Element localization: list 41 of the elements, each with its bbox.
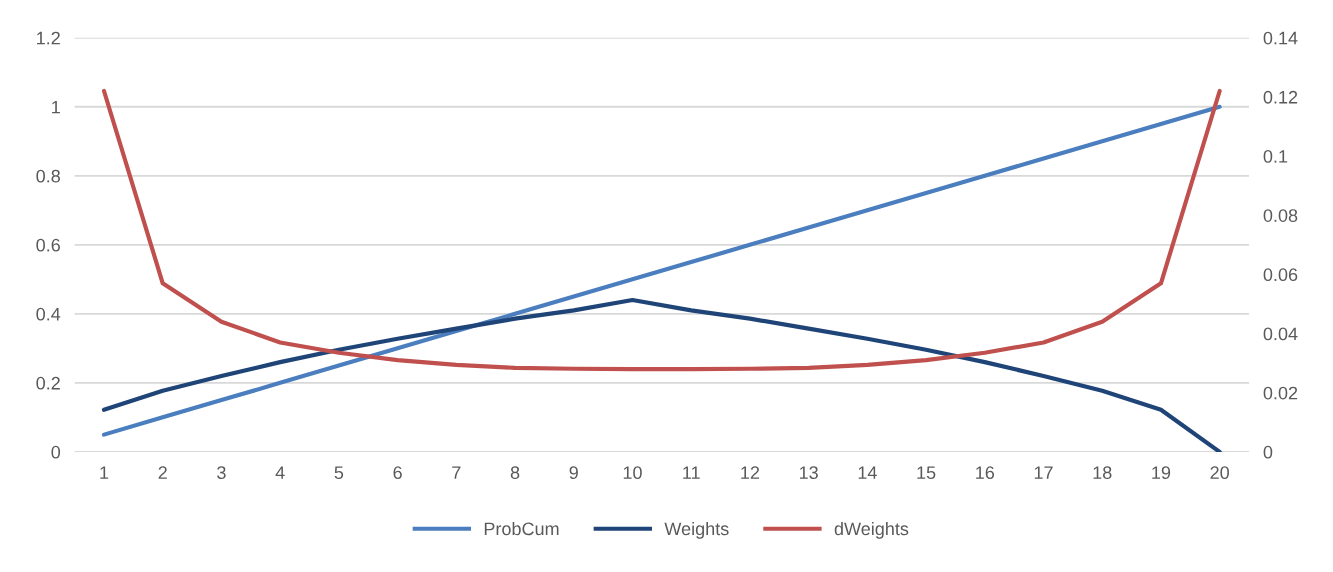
y-tick-label: 0.8 xyxy=(36,169,60,183)
x-tick-label: 18 xyxy=(1093,466,1112,480)
y-tick-label: 1.2 xyxy=(37,31,60,45)
x-tick-label: 9 xyxy=(569,466,578,480)
y-tick-label: 0.2 xyxy=(36,376,60,390)
x-tick-label: 19 xyxy=(1152,466,1171,480)
x-tick-label: 4 xyxy=(275,466,285,479)
x-tick-label: 6 xyxy=(393,466,402,480)
x-tick-label: 7 xyxy=(452,466,461,479)
y2-tick-label: 0 xyxy=(1263,445,1273,459)
y2-tick-label: 0.12 xyxy=(1263,90,1298,104)
y-tick-label: 0 xyxy=(51,445,61,459)
x-tick-label: 12 xyxy=(741,466,760,479)
x-tick-label: 8 xyxy=(510,466,520,480)
y2-tick-label: 0.02 xyxy=(1263,386,1298,400)
legend-label: ProbCum xyxy=(484,521,559,536)
x-tick-label: 15 xyxy=(917,466,936,480)
x-tick-label: 5 xyxy=(334,466,344,480)
line-series xyxy=(101,297,1222,452)
x-tick-label: 20 xyxy=(1210,466,1229,480)
x-tick-label: 2 xyxy=(158,466,167,479)
y-tick-label: 1 xyxy=(52,100,60,114)
line-series xyxy=(101,104,1222,437)
x-tick-label: 17 xyxy=(1034,466,1053,479)
y2-tick-label: 0.06 xyxy=(1263,268,1298,282)
x-tick-label: 11 xyxy=(683,466,700,479)
y-tick-label: 0.4 xyxy=(36,307,61,321)
y-tick-label: 0.6 xyxy=(36,238,60,252)
legend-label: Weights xyxy=(664,521,729,539)
y2-tick-label: 0.14 xyxy=(1263,31,1298,45)
x-tick-label: 16 xyxy=(976,466,995,480)
x-tick-label: 14 xyxy=(858,466,877,479)
x-tick-label: 1 xyxy=(100,466,109,479)
x-tick-label: 10 xyxy=(623,466,642,480)
legend-label: dWeights xyxy=(834,521,909,539)
x-tick-label: 13 xyxy=(799,466,818,480)
y2-tick-label: 0.08 xyxy=(1263,209,1298,222)
y2-tick-label: 0.04 xyxy=(1263,327,1298,341)
y2-tick-label: 0.1 xyxy=(1263,150,1288,163)
line-series xyxy=(101,88,1222,372)
x-tick-label: 3 xyxy=(217,466,226,480)
